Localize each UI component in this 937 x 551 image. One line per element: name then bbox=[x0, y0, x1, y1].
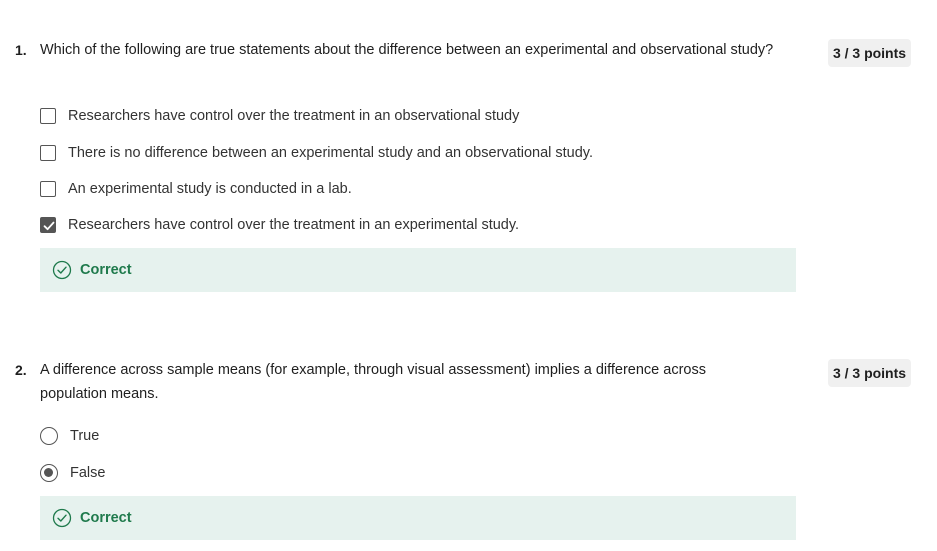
option-label: False bbox=[70, 465, 106, 481]
checkbox-unchecked[interactable] bbox=[40, 108, 56, 124]
option-label: There is no difference between an experi… bbox=[68, 145, 594, 161]
feedback-correct: Correct bbox=[40, 496, 796, 540]
option-false[interactable]: False bbox=[40, 463, 105, 483]
question-text: A difference across sample means (for ex… bbox=[40, 362, 706, 402]
checkbox-unchecked[interactable] bbox=[40, 145, 56, 161]
option-label: Researchers have control over the treatm… bbox=[68, 108, 520, 124]
points-badge: 3 / 3 points bbox=[828, 39, 911, 67]
feedback-correct: Correct bbox=[40, 248, 796, 292]
option-true[interactable]: True bbox=[40, 426, 99, 446]
option-1[interactable]: Researchers have control over the treatm… bbox=[40, 106, 519, 126]
check-circle-icon bbox=[52, 260, 72, 280]
points-badge: 3 / 3 points bbox=[828, 359, 911, 387]
feedback-label: Correct bbox=[80, 510, 132, 526]
option-2[interactable]: There is no difference between an experi… bbox=[40, 143, 593, 163]
checkbox-checked[interactable] bbox=[40, 217, 56, 233]
radio-selected[interactable] bbox=[40, 464, 58, 482]
question-number: 1. bbox=[15, 42, 27, 58]
option-3[interactable]: An experimental study is conducted in a … bbox=[40, 179, 352, 199]
question-text: Which of the following are true statemen… bbox=[40, 42, 774, 58]
checkmark-icon bbox=[43, 221, 55, 231]
check-circle-icon bbox=[52, 508, 72, 528]
checkbox-unchecked[interactable] bbox=[40, 181, 56, 197]
option-label: An experimental study is conducted in a … bbox=[68, 181, 352, 197]
radio-unselected[interactable] bbox=[40, 427, 58, 445]
feedback-label: Correct bbox=[80, 262, 132, 278]
option-label: True bbox=[70, 428, 100, 444]
option-label: Researchers have control over the treatm… bbox=[68, 217, 520, 233]
option-4[interactable]: Researchers have control over the treatm… bbox=[40, 215, 519, 235]
question-number: 2. bbox=[15, 362, 27, 378]
